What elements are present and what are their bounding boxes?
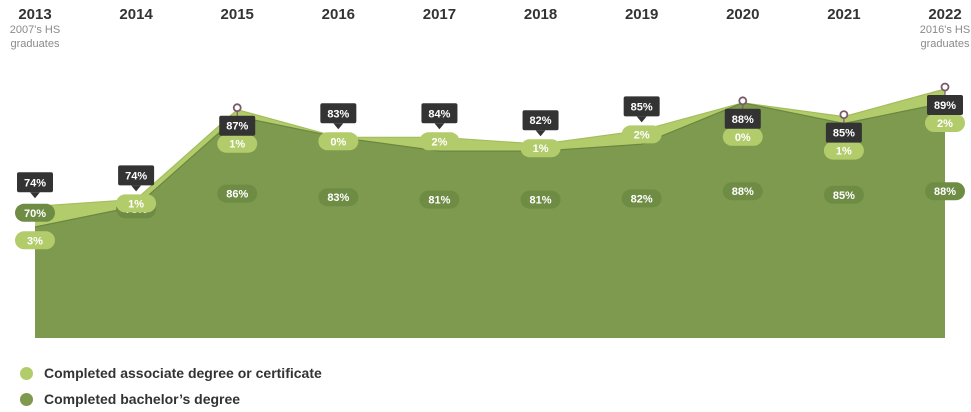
year-label-2019: 2019 [625, 6, 658, 23]
total-box-2013 [17, 172, 53, 193]
year-label-2021: 2021 [827, 6, 860, 23]
associate-value-2018: 1% [533, 143, 549, 155]
associate-value-2019: 2% [634, 129, 650, 141]
bachelor-pill-2020 [722, 182, 763, 201]
associate-value-2014: 1% [128, 198, 144, 210]
bachelor-pill-2013 [15, 203, 55, 222]
associate-value-2013: 3% [27, 235, 43, 247]
year-label-2014: 2014 [119, 6, 153, 23]
associate-pill-2021 [823, 141, 864, 160]
bachelor-pill-2017 [419, 190, 460, 209]
total-value-2022: 89% [934, 100, 956, 112]
legend-item-associate: Completed associate degree or certificat… [20, 360, 322, 386]
bachelor-area [35, 102, 945, 338]
year-note-2013-1: graduates [11, 38, 60, 50]
year-label-2022: 2022 [928, 6, 961, 23]
total-value-2019: 85% [631, 101, 653, 113]
legend-swatch-bachelor [20, 392, 33, 406]
legend-item-bachelor: Completed bachelor’s degree [20, 386, 322, 412]
total-value-2020: 88% [732, 114, 754, 126]
bachelor-pill-2016 [318, 188, 359, 207]
total-box-2014 [118, 165, 155, 186]
total-value-2013: 74% [24, 177, 46, 189]
associate-pill-2015 [217, 134, 258, 153]
legend-swatch-associate [20, 366, 33, 380]
year-label-2016: 2016 [322, 6, 355, 23]
total-marker-2021 [839, 110, 849, 119]
associate-pill-2020 [722, 127, 763, 146]
bachelor-value-2021: 85% [833, 190, 855, 202]
associate-value-2017: 2% [431, 136, 447, 148]
total-value-2021: 85% [833, 128, 855, 140]
bachelor-pill-2022 [925, 182, 965, 201]
associate-pill-2022 [925, 114, 965, 132]
associate-value-2022: 2% [937, 118, 953, 130]
total-marker-2020 [738, 96, 748, 106]
associate-value-2021: 1% [836, 146, 852, 158]
legend-label-bachelor: Completed bachelor’s degree [44, 391, 241, 407]
total-marker-2022 [940, 82, 950, 92]
year-note-2013-0: 2007's HS [10, 24, 60, 36]
total-box-2017 [421, 103, 458, 124]
total-box-2016 [320, 103, 357, 124]
total-box-2020 [724, 108, 761, 129]
total-value-2018: 82% [530, 115, 552, 127]
bachelor-value-2020: 88% [732, 186, 754, 198]
total-pointer-2019 [636, 116, 647, 123]
bachelor-value-2015: 86% [226, 189, 248, 201]
total-value-2014: 74% [125, 170, 147, 182]
associate-value-2020: 0% [735, 132, 751, 144]
legend-label-associate: Completed associate degree or certificat… [44, 365, 322, 381]
total-box-2015 [219, 115, 256, 136]
associate-value-2015: 1% [229, 139, 245, 151]
total-value-2015: 87% [226, 121, 248, 133]
total-box-2021 [825, 122, 862, 143]
total-pointer-2018 [535, 130, 546, 137]
bachelor-value-2016: 83% [327, 192, 349, 204]
year-label-2018: 2018 [524, 6, 557, 23]
bachelor-pill-2015 [217, 184, 258, 203]
total-pointer-2017 [434, 123, 445, 130]
year-note-2022-0: 2016's HS [920, 24, 970, 36]
bachelor-value-2013: 70% [24, 208, 46, 220]
year-label-2015: 2015 [221, 6, 254, 23]
year-label-2017: 2017 [423, 6, 456, 23]
completion-area-chart: 2013 2014 2015 2016 2017 2018 2019 2020 2021 2022… [10, 6, 970, 338]
bachelor-pill-2019 [621, 189, 662, 208]
total-box-2018 [522, 110, 559, 131]
associate-line [34, 88, 946, 207]
associate-pill-2018 [520, 139, 561, 158]
associate-pill-2014 [116, 194, 157, 213]
total-box-2019 [623, 96, 660, 117]
total-marker-2015 [232, 103, 242, 113]
legend: Completed associate degree or certificat… [20, 360, 322, 412]
total-pointer-2016 [333, 123, 344, 130]
total-value-2017: 84% [428, 108, 450, 120]
bachelor-pill-2018 [520, 190, 561, 209]
bachelor-value-2017: 81% [428, 195, 450, 207]
year-note-2022-1: graduates [921, 38, 970, 50]
total-pointer-2014 [131, 185, 142, 192]
bachelor-line [34, 102, 946, 228]
year-label-2020: 2020 [726, 6, 759, 23]
bachelor-value-2019: 82% [631, 193, 653, 205]
associate-pill-2013 [15, 231, 55, 250]
associate-pill-2019 [621, 125, 662, 144]
total-value-2016: 83% [327, 108, 349, 120]
bachelor-pill-2021 [823, 185, 864, 204]
associate-value-2016: 0% [330, 136, 346, 148]
associate-pill-2016 [318, 132, 359, 151]
bachelor-value-2018: 81% [530, 195, 552, 207]
total-pointer-2013 [30, 192, 40, 199]
total-box-2022 [927, 95, 963, 115]
associate-pill-2017 [419, 132, 460, 151]
bachelor-value-2022: 88% [934, 186, 956, 198]
year-label-2013: 2013 [18, 6, 51, 23]
